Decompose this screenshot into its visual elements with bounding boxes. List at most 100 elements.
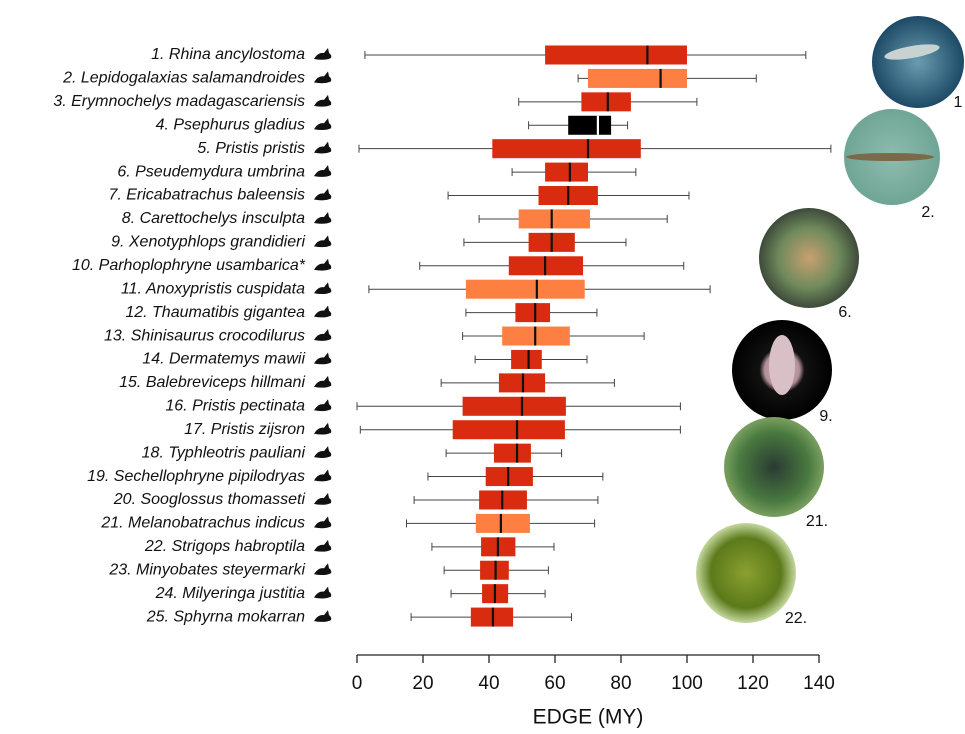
taxon-icon <box>314 118 331 130</box>
taxon-icon <box>314 352 331 364</box>
photo-detail <box>846 153 934 161</box>
species-label: 19. Sechellophryne pipilodryas <box>87 468 305 485</box>
taxon-icon <box>314 165 331 177</box>
taxon-silhouette <box>314 446 331 458</box>
species-label: 25. Sphyrna mokarran <box>146 608 305 625</box>
photo-label: 21. <box>806 513 828 530</box>
species-label: 16. Pristis pectinata <box>165 398 305 415</box>
taxon-icon <box>314 540 331 552</box>
box <box>476 514 530 533</box>
species-label: 10. Parhoplophryne usambarica* <box>72 257 306 274</box>
species-label: 6. Pseudemydura umbrina <box>117 163 305 180</box>
x-tick-label: 20 <box>412 673 433 694</box>
species-label: 17. Pristis zijsron <box>184 421 305 438</box>
taxon-silhouette <box>314 259 331 271</box>
taxon-silhouette <box>314 493 331 505</box>
box <box>519 209 590 228</box>
species-label: 7. Ericabatrachus baleensis <box>108 187 305 204</box>
taxon-icon <box>314 610 331 622</box>
taxon-icon <box>314 142 331 154</box>
photo-detail <box>769 335 795 395</box>
box <box>480 561 509 580</box>
taxon-silhouette <box>314 399 331 411</box>
x-tick-label: 140 <box>803 673 835 694</box>
species-label: 15. Balebreviceps hillmani <box>119 374 305 391</box>
box <box>492 139 641 158</box>
taxon-icon <box>314 516 331 528</box>
taxon-icon <box>314 376 331 388</box>
taxon-silhouette <box>314 516 331 528</box>
photo-label: 22. <box>785 610 807 627</box>
taxon-icon <box>314 493 331 505</box>
species-label: 4. Psephurus gladius <box>156 116 305 133</box>
taxon-silhouette <box>314 587 331 599</box>
taxon-icon <box>314 329 331 341</box>
taxon-icon <box>314 235 331 247</box>
species-label: 8. Carettochelys insculpta <box>122 210 305 227</box>
taxon-icon <box>314 470 331 482</box>
species-label: 23. Minyobates steyermarki <box>108 561 305 578</box>
species-label: 11. Anoxypristis cuspidata <box>121 280 305 297</box>
taxon-silhouette <box>314 329 331 341</box>
taxon-silhouette <box>314 470 331 482</box>
taxon-silhouette <box>314 142 331 154</box>
box <box>568 116 611 135</box>
photo-label: 6. <box>838 304 851 321</box>
species-label: 18. Typhleotris pauliani <box>142 444 306 461</box>
box <box>511 350 542 369</box>
taxon-silhouette <box>314 95 331 107</box>
box <box>486 467 533 486</box>
box <box>466 280 585 299</box>
taxon-silhouette <box>314 352 331 364</box>
taxon-icon <box>314 446 331 458</box>
taxon-silhouette <box>314 71 331 83</box>
x-tick-label: 80 <box>610 673 631 694</box>
box <box>545 163 588 182</box>
taxon-icon <box>314 95 331 107</box>
box <box>463 397 566 416</box>
taxon-icon <box>314 306 331 318</box>
taxon-icon <box>314 48 331 60</box>
species-label: 14. Dermatemys mawii <box>142 351 305 368</box>
taxon-silhouette <box>314 306 331 318</box>
photo-label: 9. <box>819 408 832 425</box>
box <box>494 444 531 463</box>
photo-label: 1 <box>954 94 963 111</box>
taxon-silhouette <box>314 282 331 294</box>
taxon-silhouette <box>314 376 331 388</box>
species-label: 20. Sooglossus thomasseti <box>113 491 306 508</box>
species-label: 13. Shinisaurus crocodilurus <box>104 327 305 344</box>
x-tick-label: 100 <box>671 673 703 694</box>
taxon-silhouette <box>314 165 331 177</box>
taxon-silhouette <box>314 563 331 575</box>
taxon-silhouette <box>314 235 331 247</box>
species-label: 21. Melanobatrachus indicus <box>100 515 305 532</box>
taxon-silhouette <box>314 540 331 552</box>
x-tick-label: 60 <box>544 673 565 694</box>
taxon-icon <box>314 71 331 83</box>
species-label: 9. Xenotyphlops grandidieri <box>111 234 305 251</box>
x-tick-label: 120 <box>737 673 769 694</box>
x-axis-label: EDGE (MY) <box>533 706 644 729</box>
taxon-silhouette <box>314 423 331 435</box>
x-tick-label: 40 <box>478 673 499 694</box>
taxon-silhouette <box>314 610 331 622</box>
box <box>545 46 687 65</box>
taxon-icon <box>314 212 331 224</box>
box <box>581 92 631 111</box>
taxon-icon <box>314 282 331 294</box>
species-photo <box>872 16 964 108</box>
photo-label: 2. <box>921 204 934 221</box>
taxon-silhouette <box>314 189 331 201</box>
chart: EDGE (MY) 02040608010012014012.6.9.21.22… <box>0 0 965 734</box>
species-label: 2. Lepidogalaxias salamandroides <box>62 70 305 87</box>
species-label: 12. Thaumatibis gigantea <box>125 304 305 321</box>
taxon-silhouette <box>314 118 331 130</box>
taxon-icon <box>314 587 331 599</box>
box <box>588 69 687 88</box>
taxon-silhouette <box>314 48 331 60</box>
taxon-silhouette <box>314 212 331 224</box>
box <box>515 303 550 322</box>
taxon-icon <box>314 259 331 271</box>
species-label: 24. Milyeringa justitia <box>155 585 306 602</box>
